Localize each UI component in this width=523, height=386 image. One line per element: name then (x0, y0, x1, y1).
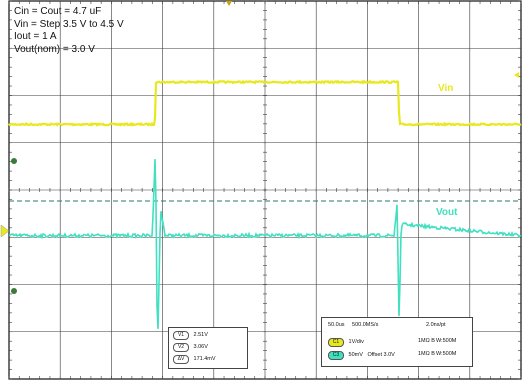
cursor-row-v1: V1 2.51V (173, 331, 208, 340)
channel1-coupling: 1MΩ BW:500M (418, 338, 456, 344)
channel1-settings: C1 1V/div (328, 338, 364, 347)
cursor-value-delta: 171.4mV (193, 356, 216, 362)
vout-trace-label: Vout (436, 207, 458, 218)
channel3-settings: C3 50mV Offset 3.0V (328, 351, 395, 360)
cursor-row-v2: V2 3.06V (173, 343, 208, 352)
channel3-coupling: 1MΩ BW:500M (418, 351, 456, 357)
graticule (8, 0, 522, 380)
cursor-value-v1: 2.51V (193, 332, 208, 338)
channel3-bandwidth: W:500M (435, 351, 457, 357)
channel1-impedance: 1MΩ B (418, 338, 435, 344)
channel3-scale: 50mV (348, 352, 363, 358)
vout-trace (8, 159, 522, 329)
record-resolution: 2.0ns/pt (426, 322, 446, 328)
channel-ground-marker-2 (11, 288, 17, 294)
timebase-value: 50.0us (328, 322, 345, 328)
cursor-tag-v1: V1 (173, 331, 189, 340)
sample-rate-value: 500.0MS/s (352, 322, 379, 328)
trigger-position-marker (226, 1, 232, 6)
channel3-tag: C3 (328, 351, 344, 360)
acquisition-settings-box: 50.0us 500.0MS/s 2.0ns/pt C1 1V/div 1MΩ … (321, 317, 473, 367)
timebase-row: 50.0us 500.0MS/s (328, 322, 378, 328)
vout-offset-marker (0, 224, 10, 238)
condition-capacitance: Cin = Cout = 4.7 uF (14, 6, 102, 17)
channel3-impedance: 1MΩ B (418, 351, 435, 357)
vin-trace (8, 79, 522, 127)
condition-iout: Iout = 1 A (14, 31, 57, 42)
channel-ground-marker-1 (11, 158, 17, 164)
cursor-tag-delta: ΔV (173, 355, 189, 364)
channel1-scale: 1V/div (348, 339, 364, 345)
cursor-value-v2: 3.06V (193, 344, 208, 350)
ground-markers (0, 1, 519, 294)
cursor-readout-box: V1 2.51V V2 3.06V ΔV 171.4mV (168, 327, 248, 369)
condition-vin-step: Vin = Step 3.5 V to 4.5 V (14, 18, 124, 30)
traces (8, 79, 522, 329)
channel1-tag: C1 (328, 338, 344, 347)
condition-vout-nominal: Vout(nom) = 3.0 V (14, 43, 95, 55)
channel3-offset: Offset 3.0V (367, 352, 395, 358)
cursor-row-delta: ΔV 171.4mV (173, 355, 216, 364)
cursor-tag-v2: V2 (173, 343, 189, 352)
test-conditions: Cin = Cout = 4.7 uF Vin = Step 3.5 V to … (14, 6, 124, 56)
vin-trigger-marker (514, 72, 519, 78)
channel1-bandwidth: W:500M (435, 338, 457, 344)
vin-trace-label: Vin (438, 83, 454, 94)
